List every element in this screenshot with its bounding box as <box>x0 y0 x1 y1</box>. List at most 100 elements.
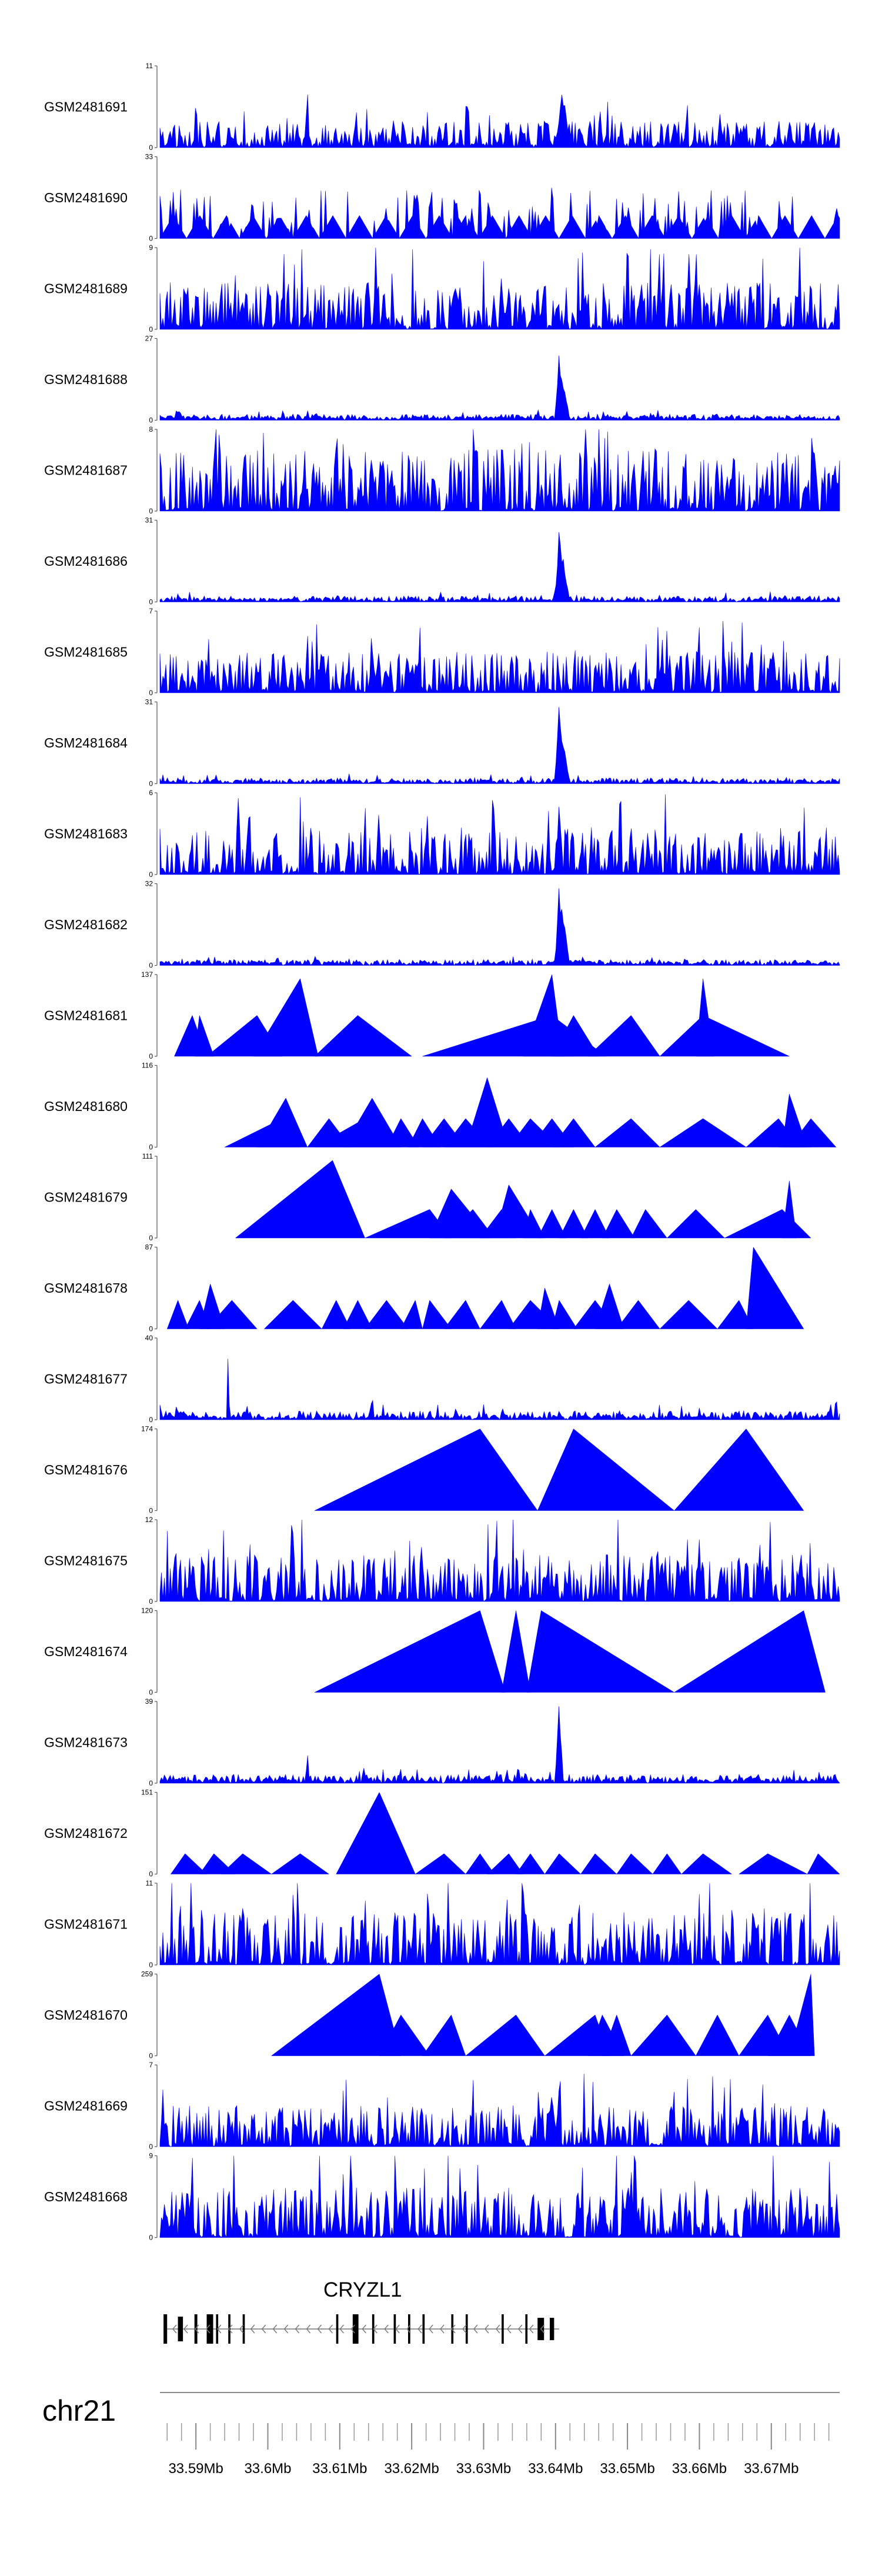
track-label: GSM2481691 <box>44 99 128 115</box>
y-min-label: 0 <box>149 598 153 606</box>
y-max-label: 116 <box>142 1062 153 1070</box>
track-label: GSM2481688 <box>44 372 128 387</box>
signal-triangle <box>537 1287 560 1329</box>
track-label: GSM2481687 <box>44 463 128 478</box>
track-label: GSM2481689 <box>44 281 128 296</box>
y-max-label: 87 <box>145 1243 153 1252</box>
strand-arrow <box>429 2324 433 2334</box>
y-min-label: 0 <box>149 2234 153 2242</box>
signal-area <box>159 1706 840 1784</box>
track-label: GSM2481673 <box>44 1735 128 1750</box>
tick-label: 33.66Mb <box>672 2461 727 2477</box>
strand-arrow <box>384 2324 389 2334</box>
track-label: GSM2481669 <box>44 2098 128 2114</box>
strand-arrow <box>406 2324 411 2334</box>
tick-label: 33.67Mb <box>744 2461 799 2477</box>
signal-triangle <box>523 974 563 1057</box>
strand-arrow <box>373 2324 377 2334</box>
y-min-label: 0 <box>149 2143 153 2151</box>
strand-arrow <box>362 2324 366 2334</box>
strand-arrow <box>440 2324 445 2334</box>
signal-area <box>159 888 840 966</box>
signal-triangle <box>523 1209 545 1239</box>
signal-area <box>159 2073 840 2147</box>
gene-exon <box>408 2314 410 2344</box>
strand-arrow <box>272 2324 278 2334</box>
y-min-label: 0 <box>149 1689 153 1697</box>
y-min-label: 0 <box>149 1234 153 1242</box>
track-GSM2481687: GSM2481687 8 0 <box>44 425 840 515</box>
strand-arrow <box>506 2324 512 2334</box>
y-min-label: 0 <box>149 507 153 515</box>
y-max-label: 259 <box>141 1970 153 1978</box>
signal-triangle <box>552 1300 577 1329</box>
signal-triangle <box>170 1853 208 1874</box>
y-max-label: 9 <box>149 2152 153 2160</box>
y-min-label: 0 <box>149 144 153 152</box>
track-label: GSM2481690 <box>44 190 128 205</box>
track-GSM2481682: GSM2481682 32 0 <box>44 880 840 970</box>
signal-triangle <box>422 2014 466 2056</box>
signal-triangle <box>206 1300 258 1329</box>
gene-exon <box>336 2314 339 2344</box>
gene-exon <box>525 2314 528 2344</box>
gene-exon <box>393 2314 396 2344</box>
track-GSM2481678: GSM2481678 87 0 <box>44 1243 804 1333</box>
signal-triangle <box>717 1300 754 1329</box>
strand-arrow <box>295 2324 300 2334</box>
signal-area <box>159 794 840 875</box>
strand-arrow <box>239 2324 244 2334</box>
signal-triangle <box>400 1300 423 1329</box>
gene-exon <box>242 2314 245 2344</box>
signal-triangle <box>486 1853 524 1874</box>
y-max-label: 12 <box>145 1516 153 1524</box>
signal-triangle <box>479 1300 516 1329</box>
signal-triangle <box>253 978 319 1057</box>
signal-triangle <box>674 1429 804 1511</box>
track-GSM2481690: GSM2481690 33 0 <box>44 153 840 243</box>
strand-arrow <box>328 2324 333 2334</box>
signal-area <box>159 429 840 512</box>
strand-arrow <box>339 2324 344 2334</box>
track-label: GSM2481676 <box>44 1462 128 1477</box>
signal-triangle <box>807 1853 840 1874</box>
y-min-label: 0 <box>149 1325 153 1333</box>
signal-triangle <box>465 1853 495 1874</box>
signal-triangle <box>580 1209 610 1239</box>
signal-triangle <box>789 1974 815 2056</box>
y-max-label: 174 <box>141 1425 153 1433</box>
y-max-label: 120 <box>141 1607 153 1615</box>
y-max-label: 137 <box>141 970 153 979</box>
signal-triangle <box>422 1300 452 1329</box>
y-min-label: 0 <box>149 870 153 879</box>
strand-arrow <box>205 2324 211 2334</box>
track-label: GSM2481678 <box>44 1280 128 1296</box>
signal-triangle <box>666 1209 725 1239</box>
y-max-label: 40 <box>145 1334 153 1342</box>
y-min-label: 0 <box>149 1507 153 1515</box>
y-min-label: 0 <box>149 325 153 333</box>
signal-triangle <box>365 1300 409 1329</box>
strand-arrow <box>529 2324 534 2334</box>
y-max-label: 32 <box>145 880 153 888</box>
strand-arrow <box>172 2324 177 2334</box>
genome-axis: chr21 33.59Mb 33.6Mb 33.61Mb 33.62Mb 33.63Mb 3… <box>42 2392 840 2477</box>
signal-triangle <box>336 1791 416 1874</box>
signal-triangle <box>443 1209 495 1239</box>
y-max-label: 11 <box>146 1879 153 1887</box>
signal-triangle <box>386 1118 419 1147</box>
signal-triangle <box>415 1853 466 1874</box>
track-label: GSM2481679 <box>44 1190 128 1205</box>
signal-triangle <box>559 1209 589 1239</box>
gene-exon <box>451 2314 454 2344</box>
strand-arrow <box>473 2324 478 2334</box>
y-min-label: 0 <box>149 1870 153 1878</box>
y-min-label: 0 <box>149 416 153 425</box>
signal-triangle <box>602 1209 635 1239</box>
signal-triangle <box>343 1097 402 1147</box>
signal-triangle <box>738 1853 808 1874</box>
signal-triangle <box>789 1118 837 1147</box>
signal-triangle <box>166 1300 189 1329</box>
tick-label: 33.63Mb <box>456 2461 511 2477</box>
strand-arrow <box>485 2324 489 2334</box>
